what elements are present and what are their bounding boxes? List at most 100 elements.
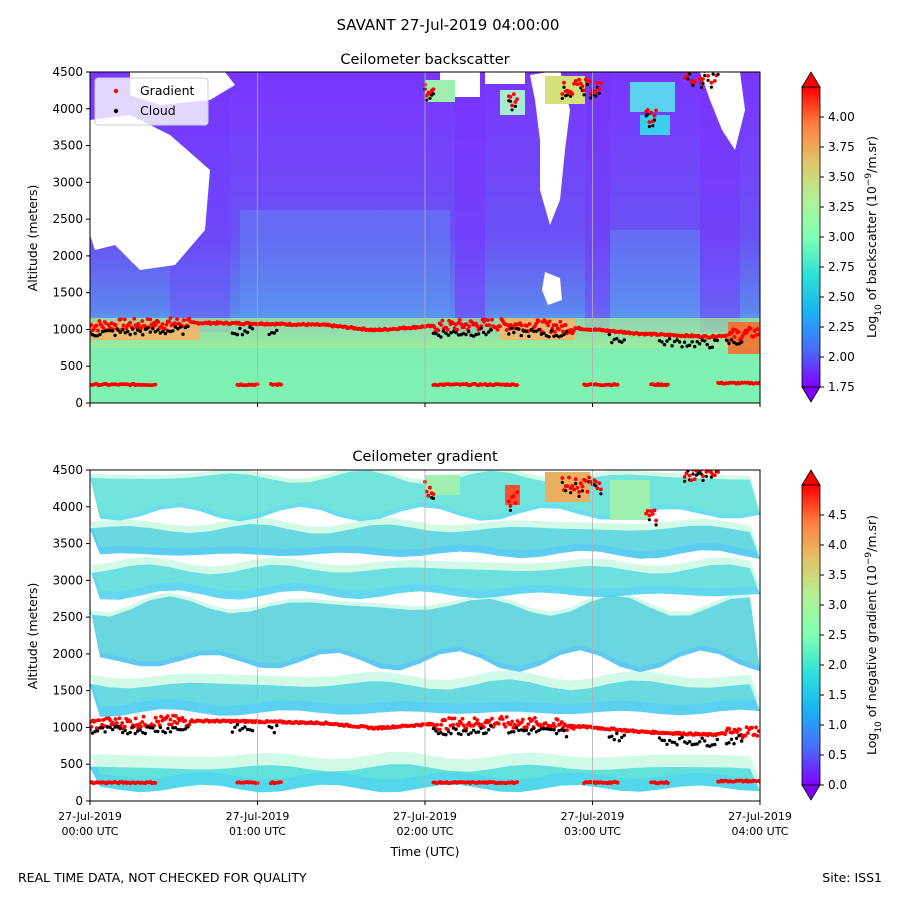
high-gradient-marker xyxy=(696,67,700,71)
high-gradient-marker xyxy=(577,490,581,494)
high-gradient-marker xyxy=(650,512,655,516)
gradient-marker xyxy=(183,718,188,723)
high-gradient-marker xyxy=(599,81,603,85)
gradient-marker xyxy=(752,328,757,333)
high-gradient-marker xyxy=(698,466,702,470)
high-gradient-marker xyxy=(686,465,690,469)
cloud-marker xyxy=(612,737,616,742)
cloud-marker xyxy=(95,334,100,338)
high-gradient-marker xyxy=(649,509,653,514)
high-gradient-marker xyxy=(562,80,566,85)
x-tick-date-label: 27-Jul-2019 xyxy=(728,810,792,823)
gradient-marker xyxy=(553,724,557,729)
gradient-marker xyxy=(723,732,728,736)
gradient-marker xyxy=(487,719,492,723)
backscatter-colorbar-top-arrow xyxy=(801,71,821,88)
high-cloud-marker xyxy=(560,96,564,100)
cloud-marker xyxy=(434,729,438,733)
high-cloud-marker xyxy=(654,523,658,527)
cloud-marker xyxy=(272,331,276,335)
gradient-marker xyxy=(164,322,169,327)
cloud-marker xyxy=(163,331,168,336)
cloud-marker xyxy=(703,739,707,743)
gradient-colorbar-tick-label: 4.0 xyxy=(828,538,847,552)
cloud-marker xyxy=(133,731,137,736)
high-gradient-marker xyxy=(654,108,658,113)
gradient-marker xyxy=(746,731,750,735)
cloud-marker xyxy=(670,740,674,744)
gradient-marker xyxy=(140,720,145,724)
gradient-colorbar-tick-label: 4.5 xyxy=(828,508,847,522)
cloud-marker xyxy=(238,728,242,732)
gradient-marker xyxy=(128,719,133,724)
cloud-marker xyxy=(690,340,694,344)
gradient-y-axis-label: Altitude (meters) xyxy=(25,583,40,690)
cloud-marker xyxy=(481,330,486,335)
high-gradient-marker xyxy=(428,485,432,490)
gradient-marker xyxy=(167,319,172,324)
cloud-marker xyxy=(163,731,168,735)
backscatter-colorbar-tick-label: 2.50 xyxy=(828,290,855,304)
gradient-marker xyxy=(449,716,454,721)
cloud-marker xyxy=(700,736,704,740)
gradient-colorbar-tick-label: 2.0 xyxy=(828,658,847,672)
high-gradient-marker xyxy=(715,465,719,469)
cloud-marker xyxy=(446,333,451,337)
backscatter-y-tick-label: 1000 xyxy=(52,322,83,336)
cloud-marker xyxy=(466,732,471,736)
gradient-marker xyxy=(113,323,118,328)
high-cloud-marker xyxy=(508,99,512,103)
cloud-marker xyxy=(138,329,142,334)
cloud-marker xyxy=(128,730,132,735)
high-gradient-marker xyxy=(688,68,692,72)
gradient-marker xyxy=(114,721,119,725)
gradient-marker xyxy=(118,317,123,322)
high-gradient-marker xyxy=(716,68,720,72)
gradient-marker xyxy=(460,716,465,721)
high-gradient-marker xyxy=(572,487,576,492)
gradient-marker xyxy=(735,730,740,734)
cloud-marker xyxy=(118,726,122,731)
high-gradient-marker xyxy=(684,471,689,476)
cloud-marker xyxy=(136,328,140,332)
cloud-marker xyxy=(108,328,112,333)
cloud-marker xyxy=(158,331,163,335)
cloud-marker xyxy=(665,742,669,746)
cloud-marker xyxy=(456,333,461,337)
cloud-marker xyxy=(529,728,534,732)
cloud-marker xyxy=(439,731,443,735)
cloud-marker xyxy=(148,330,152,334)
gradient-marker xyxy=(565,728,569,732)
gradient-marker xyxy=(173,714,178,718)
cloud-marker xyxy=(110,727,115,732)
gradient-marker xyxy=(475,324,480,328)
cloud-marker xyxy=(156,328,160,332)
cloud-marker xyxy=(469,731,473,735)
gradient-marker xyxy=(561,329,565,334)
high-cloud-marker xyxy=(716,72,720,77)
cloud-marker xyxy=(532,726,536,730)
backscatter-y-tick-label: 3500 xyxy=(52,139,83,153)
cloud-marker xyxy=(727,341,731,346)
high-cloud-marker xyxy=(508,508,512,512)
gradient-marker xyxy=(754,725,758,730)
cloud-marker xyxy=(173,726,178,730)
gradient-marker xyxy=(519,323,524,328)
high-gradient-marker xyxy=(595,81,600,85)
cloud-marker xyxy=(153,729,157,733)
cloud-marker xyxy=(431,331,436,335)
gradient-marker xyxy=(459,721,464,726)
cloud-marker xyxy=(693,742,697,746)
gradient-marker xyxy=(524,323,529,328)
gradient-marker xyxy=(563,323,568,327)
gradient-marker xyxy=(756,729,760,733)
gradient-marker xyxy=(547,319,552,324)
gradient-marker xyxy=(495,327,500,332)
gradient-colorbar-bottom-arrow xyxy=(801,784,821,801)
gradient-marker xyxy=(436,328,441,333)
high-gradient-marker xyxy=(709,80,714,85)
cloud-marker xyxy=(146,326,150,330)
gradient-y-tick-label: 1500 xyxy=(52,684,83,698)
cloud-marker xyxy=(121,730,125,735)
